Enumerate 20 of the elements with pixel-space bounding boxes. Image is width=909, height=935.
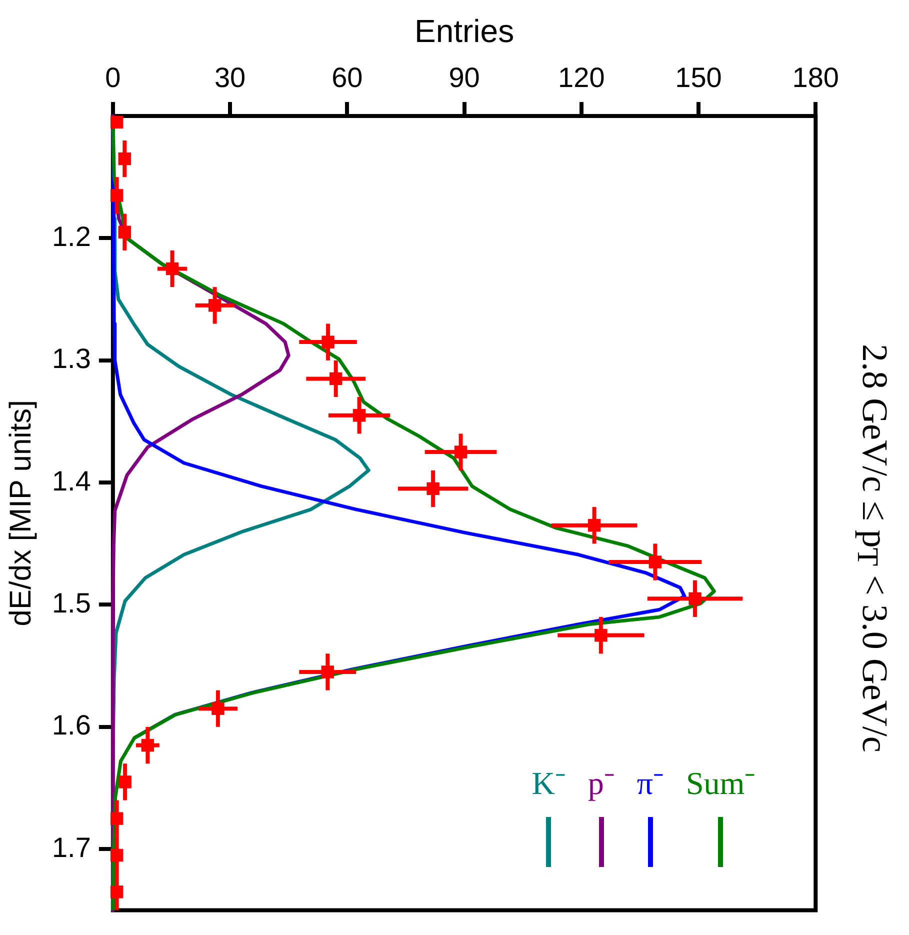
text: p⁻ — [588, 764, 615, 804]
x-tick-label: 60 — [332, 62, 363, 93]
x-tick-label: 90 — [448, 62, 480, 93]
text: Sum⁻ — [686, 764, 756, 804]
x-tick-label: 180 — [792, 62, 839, 93]
text: π⁻ — [636, 764, 664, 804]
y-tick-label: 1.2 — [52, 220, 91, 252]
point — [110, 116, 124, 128]
x-tick-label: 30 — [214, 62, 246, 93]
y-tick-label: 1.5 — [52, 587, 91, 618]
x-tick-label: 120 — [558, 62, 605, 93]
y-tick-label: 1.7 — [52, 832, 91, 863]
x-tick-label: 0 — [105, 62, 121, 93]
x-axis-title: Entries — [414, 13, 514, 50]
y-axis-title: dE/dx [MIP units] — [4, 400, 38, 626]
y-tick-label: 1.4 — [52, 465, 91, 496]
y-tick-label: 1.3 — [52, 343, 91, 374]
x-tick-label: 150 — [675, 62, 722, 93]
y-tick-label: 1.6 — [52, 710, 91, 741]
text: K⁻ — [532, 764, 566, 804]
